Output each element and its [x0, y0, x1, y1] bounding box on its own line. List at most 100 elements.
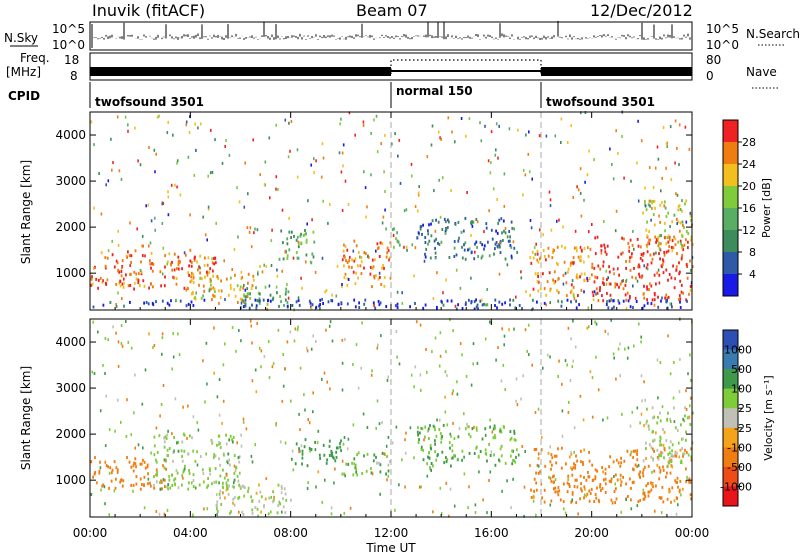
range-cell: [232, 501, 234, 505]
range-cell: [145, 300, 148, 304]
range-cell: [371, 285, 373, 289]
range-cell-sparse: [401, 458, 403, 462]
range-cell: [386, 455, 388, 459]
range-cell: [293, 234, 295, 238]
range-cell-sparse: [254, 227, 256, 231]
range-cell: [646, 285, 648, 289]
range-cell: [553, 249, 555, 252]
range-cell: [222, 481, 224, 485]
range-cell: [684, 414, 686, 418]
range-cell: [427, 229, 429, 233]
velocity-colorbar-label: Velocity [m s⁻¹]: [762, 375, 775, 460]
range-cell-sparse: [265, 264, 268, 268]
range-cell: [583, 485, 586, 489]
range-cell: [577, 294, 579, 297]
range-cell: [650, 284, 653, 288]
range-cell: [664, 296, 666, 300]
range-cell: [267, 299, 269, 303]
range-cell-sparse: [465, 374, 468, 378]
range-cell: [188, 273, 190, 277]
range-cell-sparse: [90, 493, 93, 496]
range-cell: [656, 456, 659, 459]
range-cell: [672, 246, 675, 250]
range-cell-sparse: [549, 445, 551, 449]
range-cell-sparse: [130, 433, 132, 437]
range-cell-sparse: [531, 363, 533, 367]
nsky-tick-top: 10^5: [52, 22, 85, 36]
range-cell-sparse: [175, 298, 177, 302]
range-cell-sparse: [410, 162, 413, 166]
range-cell: [163, 445, 166, 449]
range-cell: [463, 243, 465, 247]
range-cell: [674, 426, 677, 430]
range-cell: [319, 303, 321, 306]
range-cell-sparse: [299, 366, 302, 370]
range-cell-sparse: [121, 266, 123, 270]
range-cell-sparse: [619, 374, 621, 378]
range-cell: [638, 272, 640, 276]
range-cell: [111, 253, 114, 257]
range-cell: [258, 499, 261, 503]
range-cell-sparse: [134, 373, 136, 377]
range-cell: [500, 430, 503, 434]
range-cell-sparse: [320, 175, 323, 179]
range-cell: [267, 512, 270, 516]
range-cell: [166, 485, 168, 489]
range-cell: [199, 271, 201, 275]
colorbar-block: [723, 330, 738, 350]
range-cell-sparse: [297, 325, 299, 329]
range-cell: [188, 481, 190, 485]
range-cell-sparse: [280, 491, 283, 495]
range-cell-sparse: [422, 448, 425, 452]
range-cell: [424, 303, 427, 307]
range-cell: [548, 271, 551, 275]
range-cell-sparse: [331, 293, 333, 297]
range-cell-sparse: [436, 271, 438, 275]
range-cell-sparse: [256, 322, 258, 325]
range-cell-sparse: [576, 185, 578, 189]
range-cell-sparse: [205, 452, 207, 456]
nave-tick-top: 80: [706, 53, 721, 67]
range-cell: [280, 484, 283, 488]
range-cell: [440, 440, 443, 444]
range-cell: [661, 451, 664, 455]
range-cell-sparse: [525, 290, 527, 294]
range-cell: [381, 266, 383, 270]
range-cell-sparse: [644, 398, 646, 402]
range-cell: [288, 230, 291, 234]
range-cell-sparse: [619, 342, 621, 346]
range-cell: [422, 458, 425, 462]
range-cell: [284, 511, 287, 515]
range-cell: [434, 251, 437, 255]
range-cell: [121, 282, 124, 286]
range-cell-sparse: [305, 260, 307, 264]
range-cell-sparse: [287, 296, 290, 300]
range-cell: [571, 467, 574, 471]
date-title: 12/Dec/2012: [590, 1, 693, 20]
range-cell: [504, 461, 507, 465]
range-cell: [578, 303, 580, 307]
range-cell: [533, 489, 535, 493]
range-cell: [646, 220, 648, 224]
range-cell-sparse: [506, 235, 509, 239]
range-cell: [420, 427, 423, 430]
range-cell: [385, 255, 388, 259]
range-cell: [554, 454, 556, 458]
range-cell: [234, 273, 236, 277]
range-cell: [547, 451, 550, 455]
range-cell-sparse: [377, 343, 379, 347]
range-cell-sparse: [310, 261, 313, 265]
range-cell: [580, 248, 583, 252]
range-cell: [134, 249, 137, 253]
range-cell-sparse: [152, 346, 154, 350]
range-cell: [633, 266, 635, 270]
range-cell-sparse: [343, 511, 346, 515]
range-cell: [377, 300, 380, 303]
range-cell-sparse: [474, 250, 476, 254]
range-cell: [667, 295, 670, 299]
range-cell: [163, 436, 166, 440]
range-cell: [514, 438, 517, 442]
range-cell: [151, 262, 153, 266]
range-cell-sparse: [579, 191, 582, 195]
range-cell-sparse: [93, 206, 95, 210]
